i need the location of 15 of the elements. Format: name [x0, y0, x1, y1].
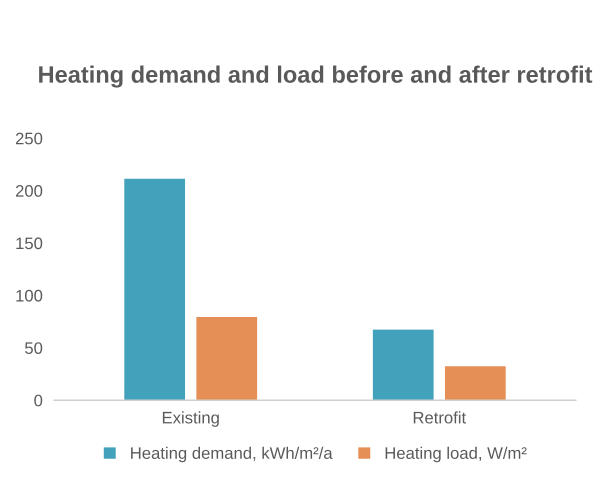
legend-label: Heating demand, kWh/m²/a [131, 446, 333, 462]
x-tick-label: Retrofit [414, 411, 466, 424]
bar [371, 328, 436, 400]
bar [194, 316, 259, 400]
y-tick-label: 200 [16, 185, 42, 197]
y-tick-label: 100 [16, 290, 42, 302]
bar [444, 364, 508, 400]
bar [122, 177, 186, 400]
y-tick-label: 150 [16, 237, 42, 250]
legend-label: Heating load, W/m² [386, 446, 527, 462]
chart-title: Heating demand and load before and after retrofit [39, 66, 592, 88]
y-tick-label: 0 [34, 394, 42, 406]
x-tick-label: Existing [162, 411, 219, 427]
y-tick-label: 250 [16, 132, 42, 144]
y-tick-label: 50 [25, 342, 42, 354]
